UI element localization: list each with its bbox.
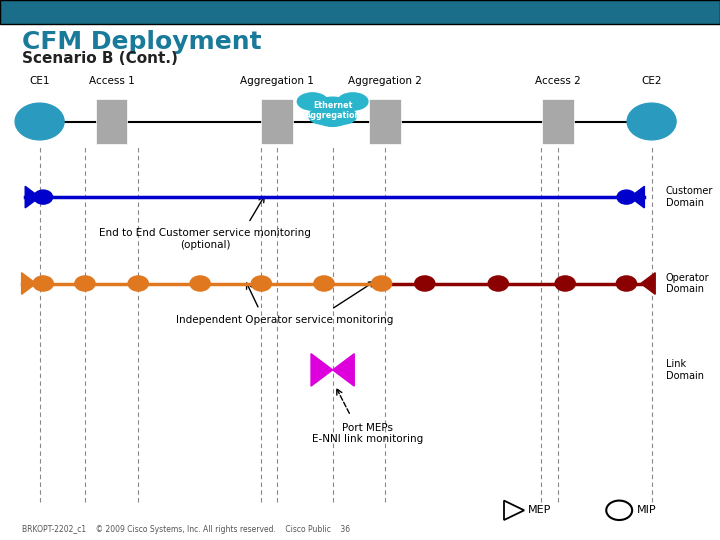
Circle shape [33,276,53,291]
Circle shape [34,190,53,204]
Text: Access 1: Access 1 [89,76,135,86]
FancyBboxPatch shape [369,99,401,144]
Text: MEP: MEP [528,505,551,515]
Text: CE2: CE2 [642,76,662,86]
Circle shape [251,276,271,291]
Circle shape [128,276,148,291]
Text: Operator
Domain: Operator Domain [666,273,710,294]
Text: CFM Deployment: CFM Deployment [22,30,261,53]
Circle shape [15,103,64,140]
Circle shape [555,276,575,291]
Ellipse shape [338,93,368,110]
Ellipse shape [297,93,328,110]
Circle shape [616,276,636,291]
Circle shape [415,276,435,291]
Polygon shape [25,186,40,208]
Text: MIP: MIP [637,505,657,515]
Text: Independent Operator service monitoring: Independent Operator service monitoring [176,315,393,325]
Circle shape [372,276,392,291]
FancyBboxPatch shape [0,0,720,24]
Ellipse shape [313,97,353,119]
Polygon shape [641,273,655,294]
Circle shape [314,276,334,291]
Circle shape [627,103,676,140]
Polygon shape [22,273,36,294]
Circle shape [606,501,632,520]
Text: End to End Customer service monitoring
(optional): End to End Customer service monitoring (… [99,228,311,250]
Text: Aggregation 1: Aggregation 1 [240,76,314,86]
Circle shape [190,276,210,291]
Polygon shape [333,354,354,386]
Circle shape [75,276,95,291]
Ellipse shape [309,108,336,124]
Text: Scenario B (Cont.): Scenario B (Cont.) [22,51,177,66]
Text: Link
Domain: Link Domain [666,359,704,381]
FancyBboxPatch shape [261,99,293,144]
Ellipse shape [329,108,356,124]
Text: Access 2: Access 2 [535,76,581,86]
Text: CE1: CE1 [30,76,50,86]
FancyBboxPatch shape [542,99,574,144]
Circle shape [488,276,508,291]
Text: Aggregation 2: Aggregation 2 [348,76,422,86]
Polygon shape [630,186,644,208]
Ellipse shape [317,111,348,126]
Polygon shape [311,354,333,386]
Text: Ethernet
Aggregation: Ethernet Aggregation [305,101,361,120]
Text: Port MEPs
E-NNI link monitoring: Port MEPs E-NNI link monitoring [312,423,423,444]
Text: Customer
Domain: Customer Domain [666,186,714,208]
FancyBboxPatch shape [96,99,127,144]
Text: BRKOPT-2202_c1    © 2009 Cisco Systems, Inc. All rights reserved.    Cisco Publi: BRKOPT-2202_c1 © 2009 Cisco Systems, Inc… [22,524,350,534]
Circle shape [617,190,636,204]
